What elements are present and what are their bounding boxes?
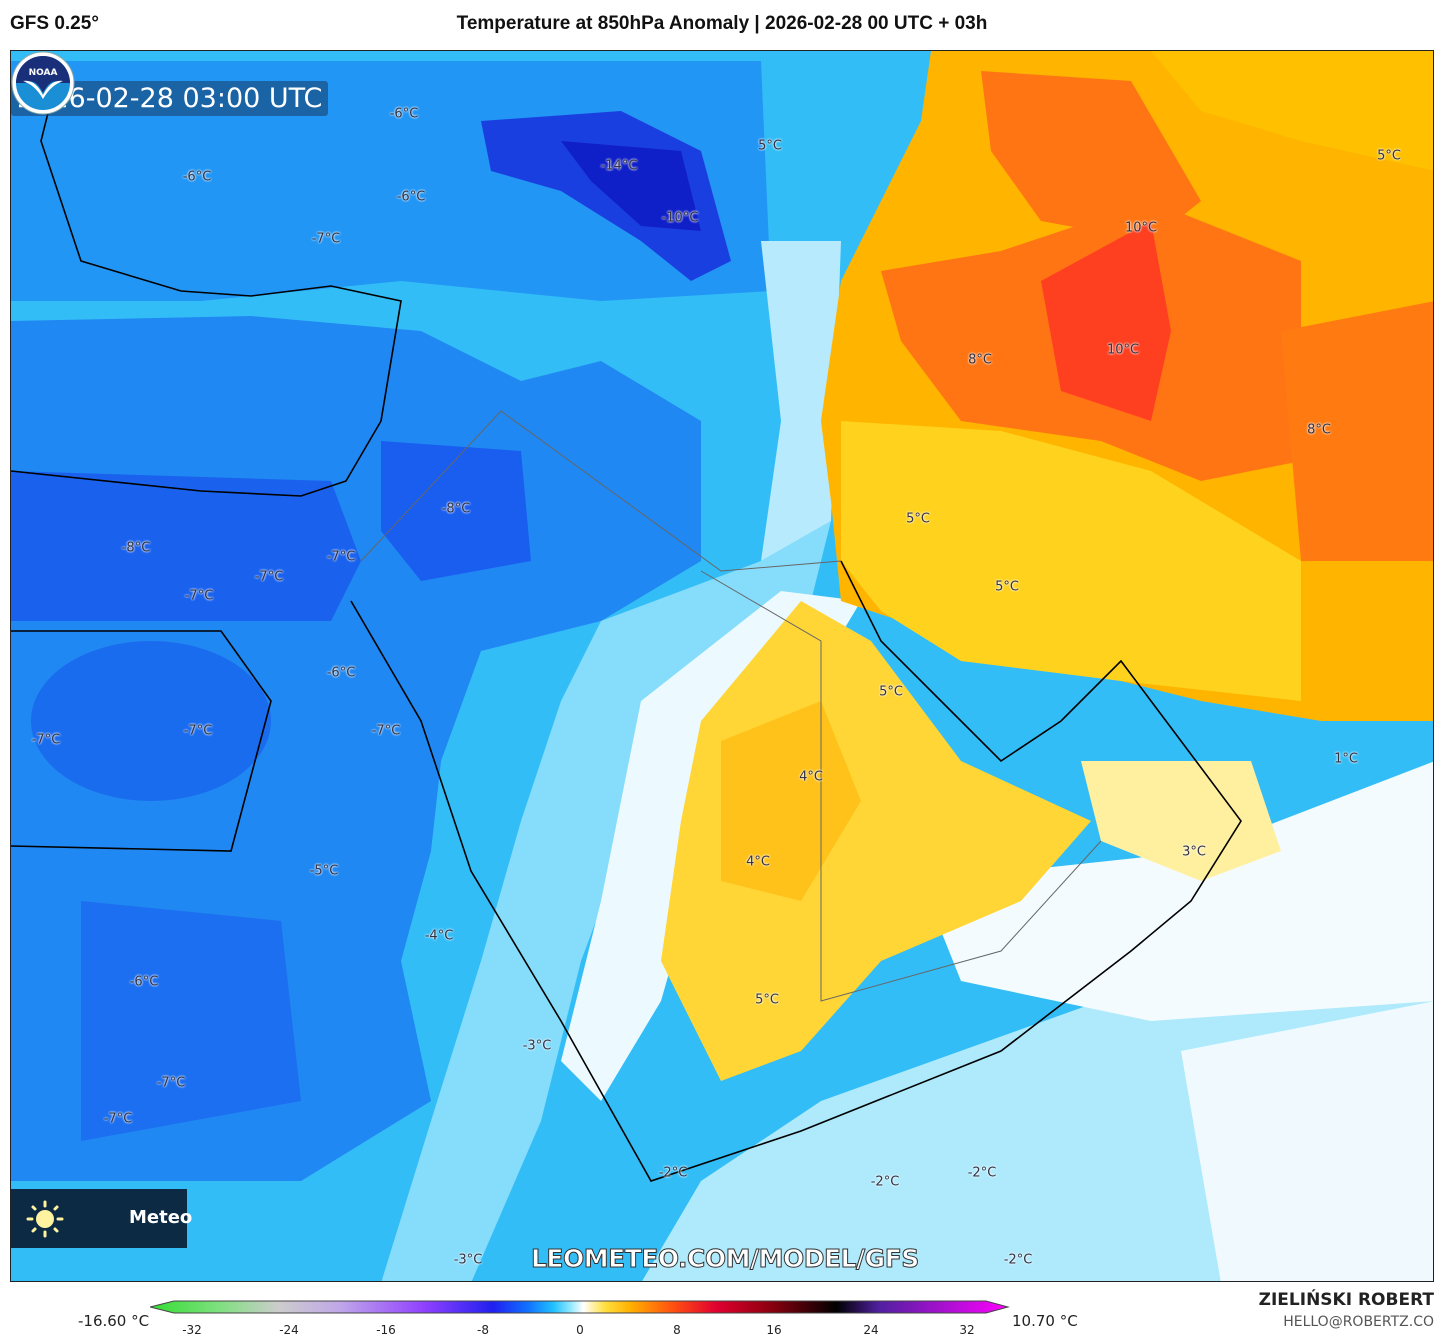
colorbar [150, 1300, 1010, 1314]
noaa-logo-icon: NOAA [11, 51, 75, 115]
colorbar-tick: -32 [182, 1323, 202, 1337]
contour-label: -6°C [396, 189, 426, 205]
contour-label: -4°C [424, 928, 454, 944]
contour-label: -3°C [522, 1038, 552, 1054]
contour-label: 8°C [968, 352, 992, 368]
contour-label: 4°C [799, 769, 823, 785]
contour-label: 5°C [1377, 148, 1401, 164]
contour-label: -7°C [31, 732, 61, 748]
contour-label: -6°C [326, 665, 356, 681]
noaa-text: NOAA [29, 68, 58, 78]
contour-label: 5°C [755, 992, 779, 1008]
contour-label: -2°C [1003, 1252, 1033, 1268]
colorbar-min-label: -16.60 °C [78, 1312, 150, 1330]
contour-label: -3°C [453, 1252, 483, 1268]
colorbar-tick: -16 [376, 1323, 396, 1337]
colorbar-max-label: 10.70 °C [1012, 1312, 1078, 1330]
contour-label: -5°C [309, 863, 339, 879]
contour-label: 5°C [906, 511, 930, 527]
colorbar-tick: 32 [959, 1323, 975, 1337]
contour-label: -8°C [441, 501, 471, 517]
chart-title: Temperature at 850hPa Anomaly | 2026-02-… [456, 13, 988, 34]
colorbar-tick: 16 [766, 1323, 782, 1337]
contour-label: 1°C [1334, 751, 1358, 767]
contour-label: -2°C [870, 1174, 900, 1190]
colorbar-tick: -24 [279, 1323, 299, 1337]
contour-label: 4°C [746, 854, 770, 870]
contour-label: -6°C [129, 974, 159, 990]
contour-label: 8°C [1307, 422, 1331, 438]
contour-label: -8°C [121, 540, 151, 556]
author-email[interactable]: HELLO@ROBERTZ.CO [1283, 1314, 1434, 1330]
contour-label: 5°C [879, 684, 903, 700]
contour-label: -7°C [156, 1075, 186, 1091]
contour-label: 10°C [1106, 342, 1140, 358]
contour-label: -7°C [326, 549, 356, 565]
contour-label: -14°C [600, 158, 638, 174]
contour-label: -7°C [184, 588, 214, 604]
weather-map[interactable]: 2026-02-28 03:00 UTC -6°C -14°C -6°C -6°… [10, 50, 1434, 1282]
contour-label: -7°C [103, 1111, 133, 1127]
watermark-url: LEOMETEO.COM/MODEL/GFS [531, 1244, 920, 1274]
contour-label: 10°C [1124, 220, 1158, 236]
contour-label: 3°C [1182, 844, 1206, 860]
temperature-anomaly-field [11, 51, 1433, 1281]
colorbar-tick: 0 [576, 1323, 584, 1337]
contour-label: -7°C [183, 723, 213, 739]
author-credit: ZIELIŃSKI ROBERT [1258, 1290, 1434, 1310]
colorbar-tick: 8 [673, 1323, 681, 1337]
contour-label: -6°C [389, 106, 419, 122]
contour-label: -7°C [311, 231, 341, 247]
sun-icon [26, 1200, 64, 1238]
contour-label: -7°C [254, 569, 284, 585]
contour-label: -2°C [658, 1165, 688, 1181]
leometeo-logo[interactable]: Meteo [11, 1189, 192, 1248]
contour-label: -2°C [967, 1165, 997, 1181]
contour-label: 5°C [995, 579, 1019, 595]
logo-text: Meteo [129, 1207, 193, 1228]
contour-label: 5°C [758, 138, 782, 154]
colorbar-tick: 24 [863, 1323, 879, 1337]
contour-label: -7°C [371, 723, 401, 739]
contour-label: -6°C [182, 169, 212, 185]
contour-label: -10°C [661, 210, 699, 226]
model-name: GFS 0.25° [10, 13, 99, 34]
colorbar-tick: -8 [477, 1323, 489, 1337]
